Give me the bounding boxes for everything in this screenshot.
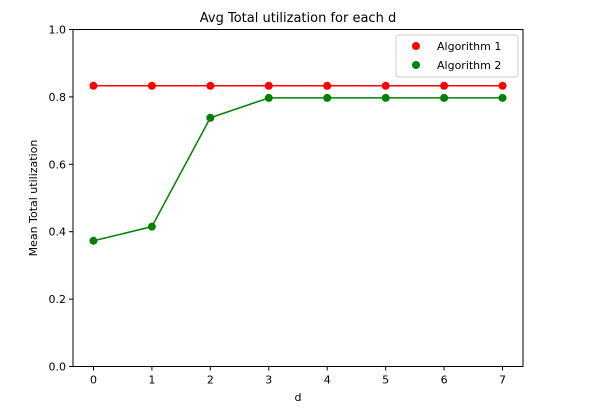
plot-frame	[72, 29, 524, 367]
legend-marker-1	[412, 42, 420, 50]
legend-entries: Algorithm 1 Algorithm 2	[412, 40, 501, 72]
data-point-series-1	[147, 81, 156, 90]
y-tick-label: 0.6	[49, 158, 67, 171]
series-layer	[89, 81, 507, 245]
data-point-series-1	[264, 81, 273, 90]
legend: Algorithm 1 Algorithm 2	[395, 34, 519, 78]
x-tick-label: 0	[90, 374, 97, 387]
y-tick-label: 0.4	[49, 226, 67, 239]
x-tick-label: 7	[499, 374, 506, 387]
data-point-series-1	[323, 81, 332, 90]
x-tick-label: 6	[441, 374, 448, 387]
legend-label-1: Algorithm 1	[437, 40, 501, 53]
y-axis-label: Mean Total utilization	[27, 140, 40, 257]
data-point-series-2	[440, 93, 449, 102]
data-point-series-2	[323, 93, 332, 102]
y-axis: 0.0 0.2 0.4 0.6 0.8 1.0	[49, 24, 73, 374]
data-point-series-1	[498, 81, 507, 90]
data-point-series-2	[147, 222, 156, 231]
legend-frame	[395, 34, 519, 78]
x-tick-label: 5	[382, 374, 389, 387]
x-axis: 0 1 2 3 4 5 6 7	[90, 366, 506, 387]
x-tick-label: 1	[148, 374, 155, 387]
legend-marker-2	[412, 61, 420, 69]
data-point-series-1	[381, 81, 390, 90]
y-tick-label: 0.8	[49, 91, 67, 104]
data-point-series-2	[89, 236, 98, 245]
data-point-series-1	[440, 81, 449, 90]
data-point-series-2	[264, 93, 273, 102]
y-tick-label: 1.0	[49, 24, 67, 37]
y-tick-label: 0.2	[49, 293, 67, 306]
legend-label-2: Algorithm 2	[437, 59, 501, 72]
series-line-2	[93, 97, 503, 242]
data-point-series-2	[381, 93, 390, 102]
y-tick-label: 0.0	[49, 361, 67, 374]
chart-title: Avg Total utilization for each d	[200, 11, 396, 26]
data-point-series-1	[89, 81, 98, 90]
x-axis-label: d	[295, 391, 302, 404]
data-point-series-2	[206, 113, 215, 122]
x-tick-label: 3	[265, 374, 272, 387]
data-point-series-2	[498, 93, 507, 102]
x-tick-label: 4	[324, 374, 331, 387]
x-tick-label: 2	[207, 374, 214, 387]
data-point-series-1	[206, 81, 215, 90]
